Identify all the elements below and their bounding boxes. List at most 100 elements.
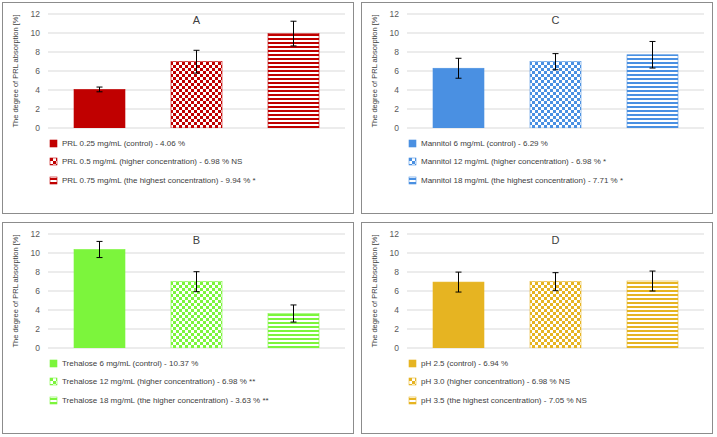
legend: pH 2.5 (control) - 6.94 % pH 3.0 (higher …	[409, 359, 587, 405]
legend: PRL 0.25 mg/mL (control) - 4.06 % PRL 0.5…	[50, 139, 256, 185]
legend-swatch	[50, 360, 57, 367]
error-cap	[650, 271, 656, 272]
plot-area	[74, 34, 319, 128]
error-cap	[194, 50, 200, 51]
error-stem	[555, 54, 556, 70]
error-stem	[196, 50, 197, 73]
error-cap	[291, 304, 297, 305]
error-bars	[456, 271, 656, 292]
tick-label: 4	[35, 85, 40, 95]
legend-label: pH 3.0 (higher concentration) - 6.98 % N…	[421, 377, 570, 386]
error-stem	[99, 87, 100, 92]
tick-label: 4	[394, 85, 399, 95]
panel-frame	[362, 3, 713, 214]
error-bars	[456, 41, 656, 78]
legend: Trehalose 6 mg/mL (control) - 10.37 %Tre…	[50, 359, 269, 405]
error-cap	[650, 291, 656, 292]
legend-swatch	[409, 397, 416, 404]
tick-label: 12	[390, 9, 400, 19]
error-cap	[553, 53, 559, 54]
legend-label: PRL 0.25 mg/mL (control) - 4.06 %	[62, 139, 185, 148]
error-cap	[291, 322, 297, 323]
error-stem	[99, 241, 100, 257]
error-cap	[650, 41, 656, 42]
legend-label: pH 2.5 (control) - 6.94 %	[421, 359, 508, 368]
tick-label: 4	[35, 305, 40, 315]
legend-swatch	[409, 177, 416, 184]
error-cap	[194, 291, 200, 292]
axis-label: The degree of PRL absorption [%]	[11, 234, 20, 347]
panel-frame	[3, 3, 354, 214]
title: D	[552, 234, 560, 246]
error-bars	[97, 241, 297, 322]
legend-label: pH 3.5 (the highest concentration) - 7.0…	[421, 396, 587, 405]
error-bar	[650, 271, 656, 291]
error-bar	[291, 21, 297, 46]
tick-label: 10	[390, 28, 400, 38]
error-bar	[194, 50, 200, 73]
axis-label: The degree of PRL absorption [%]	[370, 234, 379, 347]
tick-label: 12	[390, 229, 400, 239]
error-cap	[553, 272, 559, 273]
panel-frame	[362, 223, 713, 434]
error-cap	[194, 271, 200, 272]
tick-label: 2	[394, 104, 399, 114]
bar	[171, 282, 222, 348]
error-bars	[97, 21, 297, 92]
error-stem	[652, 271, 653, 291]
tick-label: 6	[394, 66, 399, 76]
panel: 024681012The degree of PRL absorption [%…	[3, 223, 354, 434]
axis-label: The degree of PRL absorption [%]	[370, 14, 379, 127]
tick-label: 6	[35, 66, 40, 76]
legend-label: Mannitol 12 mg/mL (higher concentration)…	[421, 157, 606, 166]
legend-label: PRL 0.75 mg/mL (the highest concentratio…	[62, 176, 256, 185]
error-bar	[97, 87, 103, 92]
tick-label: 10	[31, 248, 41, 258]
tick-label: 6	[394, 286, 399, 296]
tick-label: 8	[35, 47, 40, 57]
panel: 024681012The degree of PRL absorption [%…	[362, 223, 713, 434]
error-bar	[194, 272, 200, 292]
legend-label: Mannitol 18 mg/mL (the highest concentra…	[421, 176, 623, 185]
tick-label: 2	[35, 104, 40, 114]
error-cap	[456, 292, 462, 293]
error-cap	[456, 58, 462, 59]
bar	[530, 282, 581, 348]
legend: Mannitol 6 mg/mL (control) - 6.29 % Manni…	[409, 139, 623, 185]
error-stem	[293, 21, 294, 46]
error-cap	[97, 87, 103, 88]
plot-area	[433, 281, 678, 348]
tick-label: 8	[394, 267, 399, 277]
error-bar	[456, 272, 462, 292]
legend-swatch	[409, 378, 416, 385]
tick-label: 2	[394, 324, 399, 334]
error-stem	[196, 272, 197, 292]
grid-line	[407, 253, 704, 254]
grid-line	[407, 272, 704, 273]
legend-label: PRL 0.5 mg/mL (higher concentration) - 6…	[62, 157, 242, 166]
legend-label: Trehalose 12 mg/mL (higher concentration…	[62, 377, 255, 386]
error-stem	[293, 305, 294, 322]
error-stem	[555, 273, 556, 291]
bar	[74, 249, 125, 348]
error-bar	[97, 241, 103, 257]
tick-label: 10	[390, 248, 400, 258]
legend-label: Trehalose 18 mg/mL (the higher concentra…	[62, 396, 269, 405]
legend-swatch	[409, 360, 416, 367]
error-cap	[553, 290, 559, 291]
legend-label: Mannitol 6 mg/mL (control) - 6.29 %	[421, 139, 548, 148]
legend-swatch	[409, 158, 416, 165]
tick-label: 10	[31, 28, 41, 38]
error-cap	[456, 272, 462, 273]
error-cap	[553, 69, 559, 70]
tick-label: 6	[35, 286, 40, 296]
tick-label: 0	[35, 343, 40, 353]
panel: 024681012The degree of PRL absorption [%…	[3, 3, 354, 214]
tick-label: 0	[394, 343, 399, 353]
error-cap	[650, 68, 656, 69]
tick-label: 8	[394, 47, 399, 57]
legend-swatch	[409, 140, 416, 147]
error-bar	[291, 305, 297, 322]
axis-label: The degree of PRL absorption [%]	[11, 14, 20, 127]
bar	[530, 62, 581, 128]
